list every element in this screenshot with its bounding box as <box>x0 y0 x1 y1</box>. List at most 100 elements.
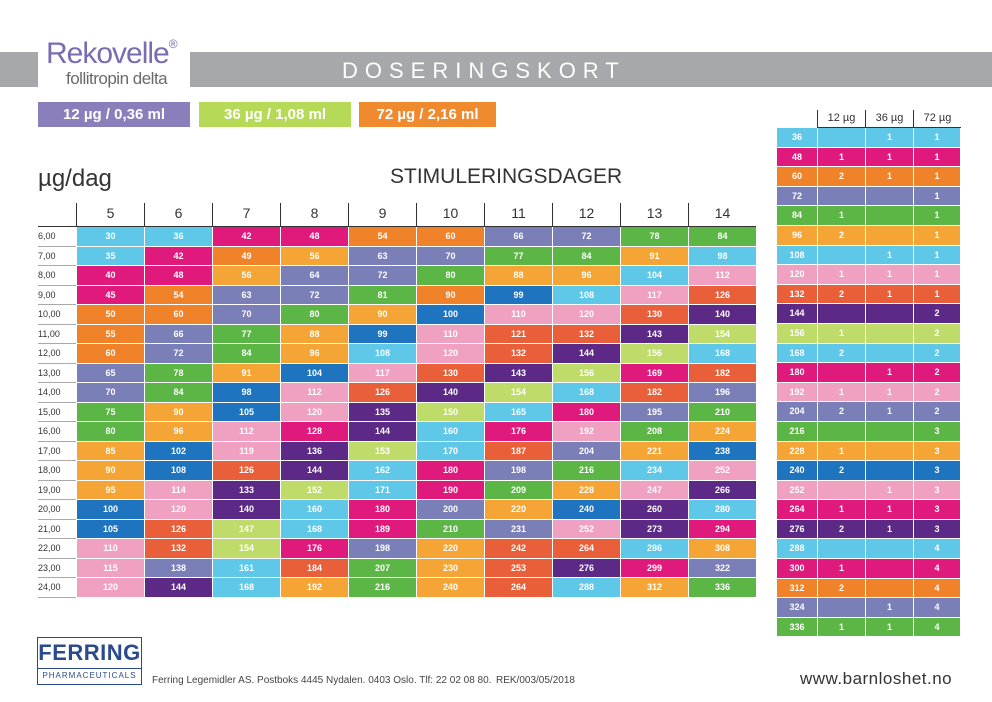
total-dose-cell: 72 <box>553 227 620 246</box>
total-dose-cell: 72 <box>349 266 416 285</box>
pen-dose-cell: 156 <box>777 323 817 343</box>
pen-count-cell: 1 <box>866 519 913 539</box>
pen-count-cell: 2 <box>818 578 865 598</box>
daily-dose-label: 15,00 <box>38 403 76 422</box>
total-dose-cell: 84 <box>689 227 756 246</box>
day-header-11: 11 <box>484 203 552 226</box>
pen-count-cell: 3 <box>914 461 960 480</box>
pen-count-cell: 3 <box>914 519 960 539</box>
pen-count-cell: 2 <box>818 225 865 245</box>
total-dose-cell: 84 <box>145 383 212 402</box>
total-dose-cell: 105 <box>77 519 144 538</box>
total-dose-cell: 135 <box>349 402 416 421</box>
pen-table-row: 96 2 1 <box>777 225 961 246</box>
pen-count-cell <box>818 598 865 617</box>
day-header-13: 13 <box>620 203 688 226</box>
total-dose-cell: 120 <box>417 344 484 363</box>
total-dose-cell: 160 <box>417 422 484 441</box>
total-dose-cell: 171 <box>349 480 416 499</box>
pen-header: 12 µg <box>817 110 865 128</box>
website-link[interactable]: www.barnloshet.no <box>800 669 953 688</box>
total-dose-cell: 63 <box>213 285 280 304</box>
pen-dose-cell: 132 <box>777 284 817 304</box>
pen-count-cell: 1 <box>866 245 913 265</box>
total-dose-cell: 169 <box>621 363 688 382</box>
total-dose-cell: 168 <box>553 383 620 402</box>
pen-table-body: 36 1 1 48 1 1 1 60 2 1 1 72 1 84 1 1 96 2 1 108 1 1 120 1 1 1 132 2… <box>777 128 961 637</box>
total-dose-cell: 60 <box>145 305 212 324</box>
daily-dose-label: 16,00 <box>38 422 76 442</box>
table-row: 20,00 100 120 140 160 180 200 220 240 260 280 <box>38 500 756 520</box>
total-dose-cell: 168 <box>281 519 348 538</box>
total-dose-cell: 140 <box>689 305 756 324</box>
total-dose-cell: 221 <box>621 441 688 460</box>
pen-count-cell: 2 <box>914 304 960 323</box>
daily-dose-label: 22,00 <box>38 539 76 559</box>
logo-registered-mark: ® <box>168 37 178 51</box>
total-dose-cell: 144 <box>349 422 416 441</box>
total-dose-cell: 209 <box>485 480 552 499</box>
daily-dose-label: 14,00 <box>38 383 76 403</box>
total-dose-cell: 294 <box>689 519 756 538</box>
total-dose-cell: 192 <box>281 578 348 597</box>
pen-count-cell: 1 <box>818 206 865 225</box>
pen-header: 36 µg <box>865 110 913 128</box>
pen-count-cell <box>866 441 913 461</box>
table-row: 11,00 55 66 77 88 99 110 121 132 143 154 <box>38 324 756 344</box>
pen-count-cell: 1 <box>818 500 865 519</box>
pen-count-cell: 1 <box>914 265 960 284</box>
pen-count-cell: 1 <box>866 598 913 617</box>
total-dose-cell: 126 <box>213 461 280 480</box>
pen-count-cell <box>818 245 865 265</box>
pen-table-row: 324 1 4 <box>777 598 961 618</box>
pen-count-cell: 1 <box>818 382 865 402</box>
pen-dose-cell: 180 <box>777 363 817 382</box>
total-dose-cell: 110 <box>485 305 552 324</box>
pen-count-cell: 2 <box>818 343 865 363</box>
logo-subtitle: follitropin delta <box>66 69 168 88</box>
total-dose-cell: 224 <box>689 422 756 441</box>
total-dose-cell: 156 <box>553 363 620 382</box>
pen-dose-cell: 276 <box>777 519 817 539</box>
total-dose-cell: 55 <box>77 324 144 343</box>
total-dose-cell: 253 <box>485 558 552 577</box>
daily-dose-label: 11,00 <box>38 325 76 344</box>
pen-count-cell <box>866 304 913 323</box>
total-dose-cell: 196 <box>689 383 756 402</box>
unit-label: µg/dag <box>38 165 112 192</box>
daily-dose-label: 17,00 <box>38 442 76 461</box>
pen-table-row: 300 1 4 <box>777 559 961 579</box>
total-dose-cell: 96 <box>145 422 212 441</box>
pen-table-row: 120 1 1 1 <box>777 265 961 285</box>
total-dose-cell: 168 <box>689 344 756 363</box>
total-dose-cell: 136 <box>281 441 348 460</box>
table-row: 9,00 45 54 63 72 81 90 99 108 117 126 <box>38 285 756 305</box>
pen-count-cell: 1 <box>866 147 913 167</box>
total-dose-cell: 170 <box>417 441 484 460</box>
pen-count-cell: 2 <box>818 519 865 539</box>
pen-count-cell: 2 <box>818 402 865 421</box>
total-dose-cell: 40 <box>77 266 144 285</box>
table-row: 6,00 30 36 42 48 54 60 66 72 78 84 <box>38 227 756 247</box>
total-dose-cell: 208 <box>621 422 688 441</box>
total-dose-cell: 98 <box>213 383 280 402</box>
pen-dose-cell: 108 <box>777 245 817 265</box>
total-dose-cell: 78 <box>621 227 688 246</box>
pen-count-cell: 2 <box>818 284 865 304</box>
pen-dose-cell: 192 <box>777 382 817 402</box>
total-dose-cell: 153 <box>349 441 416 460</box>
pen-count-cell: 2 <box>914 323 960 343</box>
pen-count-cell: 1 <box>818 265 865 284</box>
pen-count-cell <box>818 128 865 147</box>
pen-table-row: 264 1 1 3 <box>777 500 961 520</box>
total-dose-cell: 182 <box>689 363 756 382</box>
total-dose-cell: 144 <box>145 578 212 597</box>
table-row: 15,00 75 90 105 120 135 150 165 180 195 210 <box>38 402 756 422</box>
total-dose-cell: 168 <box>213 578 280 597</box>
pen-count-cell: 2 <box>914 343 960 363</box>
total-dose-cell: 176 <box>281 539 348 558</box>
pen-count-cell: 1 <box>914 206 960 225</box>
total-dose-cell: 48 <box>145 266 212 285</box>
total-dose-cell: 220 <box>417 539 484 558</box>
total-dose-cell: 322 <box>689 558 756 577</box>
